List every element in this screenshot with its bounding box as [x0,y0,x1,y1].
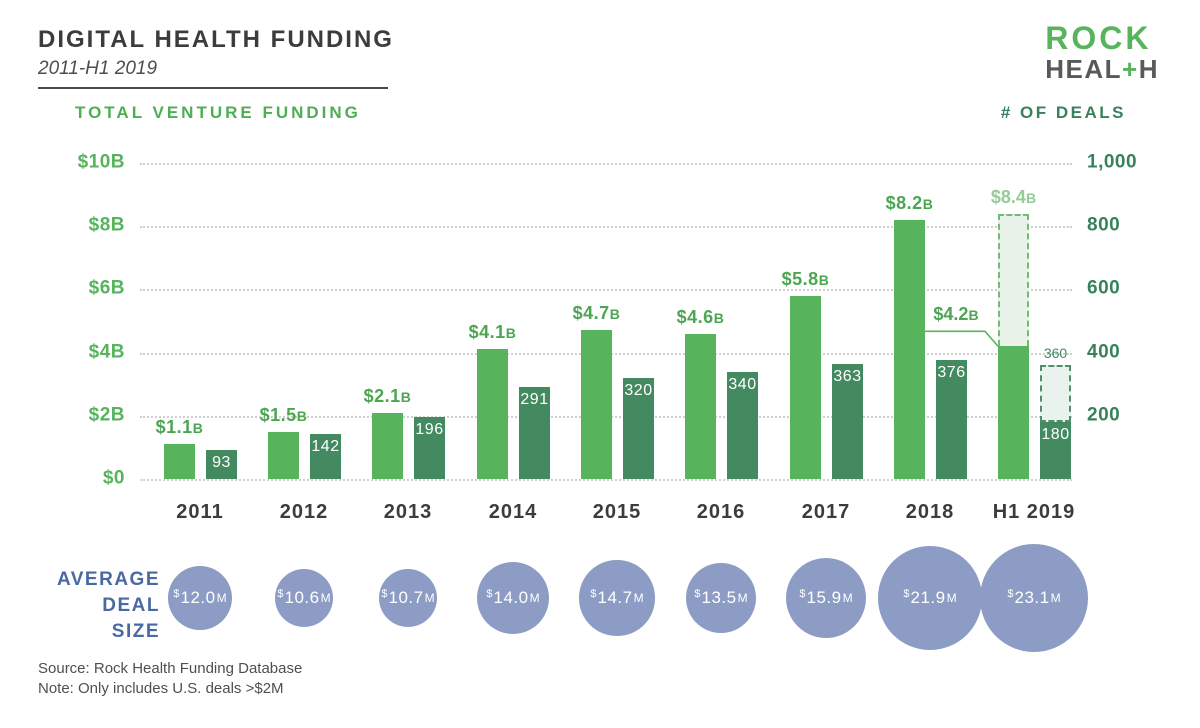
deals-bar: 93 [206,449,237,479]
right-axis-title: # OF DEALS [1000,103,1126,122]
deals-axis-tick-label: 1,000 [1087,151,1138,173]
projected-funding-label: $8.4B [990,186,1037,207]
deals-bar: 376 [936,360,967,479]
avg-deal-size-bubble: $12.0 M [168,566,232,630]
avg-deal-size-bubble: $14.0 M [476,561,550,635]
funding-value-label: $4.6B [676,306,725,327]
y-axis-tick-label: $8B [88,214,125,236]
rock-health-logo: ROCK HEAL+H [1045,22,1159,82]
inclusion-note: Note: Only includes U.S. deals >$2M [38,680,284,697]
y-axis-tick-label: $2B [88,404,125,426]
deals-axis-tick-label: 600 [1087,277,1121,299]
gridline [140,163,1072,165]
y-axis-tick-label: $10B [77,151,125,173]
logo-heal: HEAL [1045,54,1123,84]
gridline [140,226,1072,229]
avg-deal-size-bubble: $10.6 M [275,569,333,627]
logo-h: H [1138,54,1159,84]
average-deal-size-line3: SIZE [111,621,160,642]
funding-bar [268,431,299,479]
projected-funding-bar [998,213,1029,347]
avg-deal-size-bubble: $14.7 M [579,560,655,636]
average-deal-size-line1: AVERAGE [56,569,160,590]
y-axis-tick-label: $0 [102,467,125,489]
funding-bar [998,346,1029,479]
x-axis-category-label: 2012 [279,501,329,523]
page-title: DIGITAL HEALTH FUNDING [38,26,394,53]
funding-value-label: $5.8B [781,268,830,289]
x-axis-category-label: 2018 [905,501,955,523]
avg-deal-size-bubble: $10.7 M [378,568,438,628]
logo-health-text: HEAL+H [1045,56,1159,82]
deals-bar: 196 [414,417,445,479]
gridline [140,289,1072,292]
y-axis-tick-label: $6B [88,277,125,299]
funding-value-label: $1.5B [259,404,308,425]
gridline [140,479,1072,481]
footer: Source: Rock Health Funding Database Not… [38,659,302,699]
x-axis-category-label: 2017 [801,501,851,523]
funding-value-label: $8.2B [885,192,934,213]
left-axis-title: TOTAL VENTURE FUNDING [75,103,361,122]
average-deal-size-line2: DEAL [102,595,160,616]
funding-bar [372,412,403,479]
funding-value-label: $4.1B [468,322,517,343]
x-axis-category-label: 2016 [696,501,746,523]
deals-bar: 340 [727,371,758,479]
x-axis-category-label: 2011 [176,501,224,523]
funding-bar [477,349,508,479]
deals-axis-tick-label: 400 [1087,341,1121,363]
deals-bar: 320 [623,377,654,479]
x-axis-category-label: 2013 [383,501,433,523]
logo-plus-icon: + [1122,54,1139,84]
x-axis-category-label: 2014 [488,501,538,523]
funding-bar [790,295,821,479]
y-axis-tick-label: $4B [88,341,125,363]
funding-value-label: $4.7B [572,303,621,324]
page-subtitle: 2011-H1 2019 [38,58,158,79]
funding-value-label: $2.1B [363,385,412,406]
x-axis-category-label: H1 2019 [992,501,1076,523]
deals-axis-tick-label: 800 [1087,214,1121,236]
projected-deals-label: 360 [1043,345,1068,362]
avg-deal-size-bubble: $13.5 M [685,562,757,634]
deals-bar: 142 [310,434,341,479]
logo-rock-text: ROCK [1045,20,1152,56]
deals-axis-tick-label: 200 [1087,404,1121,426]
avg-deal-size-bubble: $23.1 M [979,543,1089,653]
funding-bar [164,444,195,479]
deals-bar: 291 [519,387,550,479]
funding-bar [581,330,612,479]
deals-bar: 363 [832,364,863,479]
x-axis-category-label: 2015 [592,501,642,523]
deals-bar: 180 [1040,422,1071,479]
funding-bar [685,333,716,479]
avg-deal-size-bubble: $15.9 M [785,557,867,639]
funding-value-label: $1.1B [155,417,204,438]
avg-deal-size-bubble: $21.9 M [878,546,982,650]
average-deal-size-label: AVERAGE DEAL SIZE [20,567,160,645]
funding-value-callout-label: $4.2B [933,304,979,325]
funding-callout-line [924,330,999,347]
funding-bar [894,219,925,479]
source-note: Source: Rock Health Funding Database [38,660,303,677]
bar-chart-plot-area: $10B $8B $6B $4B $2B $0 1,000 800 600 400 200 93 $1.… [78,152,1137,523]
projected-deals-bar [1040,365,1071,423]
title-divider [38,87,388,89]
